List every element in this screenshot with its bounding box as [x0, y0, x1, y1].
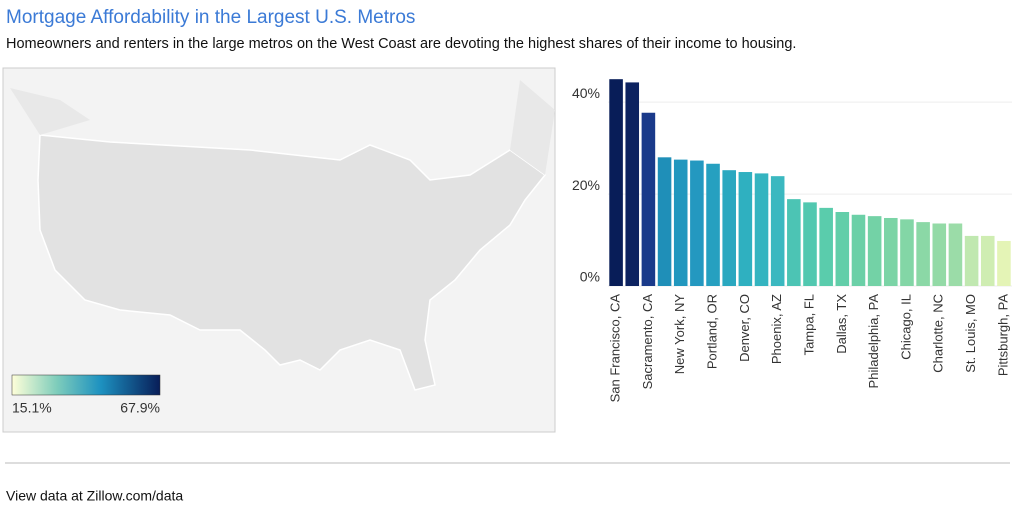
bar [609, 79, 623, 286]
x-tick-label: Dallas, TX [834, 294, 849, 354]
bar [770, 176, 785, 286]
x-tick-label: St. Louis, MO [963, 294, 978, 373]
bar [997, 240, 1011, 286]
x-tick-label: Chicago, IL [898, 294, 913, 360]
bar [964, 235, 979, 286]
bar [835, 212, 850, 286]
bar [884, 217, 898, 286]
bar [673, 159, 688, 286]
colorbar-max: 67.9% [120, 400, 160, 416]
bar [900, 219, 914, 286]
bar [932, 223, 947, 286]
bar [803, 202, 817, 286]
bar [754, 173, 769, 286]
x-tick-label: San Francisco, CA [608, 294, 623, 403]
bar [948, 223, 963, 286]
colorbar-min: 15.1% [12, 400, 52, 416]
bar [625, 82, 640, 286]
y-tick-label: 20% [572, 177, 600, 193]
x-tick-label: Sacramento, CA [640, 294, 655, 390]
subtitle: Homeowners and renters in the large metr… [6, 36, 796, 52]
bar [657, 157, 672, 286]
bar [738, 172, 753, 286]
x-tick-label: Tampa, FL [801, 294, 816, 355]
bar [722, 170, 736, 286]
bar [706, 163, 720, 286]
x-tick-label: Portland, OR [704, 294, 719, 369]
bar [867, 216, 882, 286]
bar [851, 214, 866, 286]
bar [980, 235, 995, 286]
x-tick-label: Denver, CO [737, 294, 752, 362]
map: 15.1% 67.9% [2, 67, 556, 433]
bar [819, 207, 833, 286]
x-tick-label: Philadelphia, PA [866, 294, 881, 389]
bar [641, 112, 656, 287]
title: Mortgage Affordability in the Largest U.… [6, 7, 415, 28]
bar [787, 199, 801, 286]
x-tick-label: New York, NY [672, 294, 687, 375]
footer: View data at Zillow.com/data [6, 488, 183, 504]
y-tick-label: 40% [572, 85, 600, 101]
bar [690, 160, 704, 286]
x-tick-label: Charlotte, NC [931, 294, 946, 373]
x-tick-label: Pittsburgh, PA [995, 294, 1010, 376]
us-landmass [37, 134, 547, 391]
bar [916, 222, 930, 286]
colorbar [11, 374, 161, 396]
y-tick-label: 0% [580, 269, 600, 285]
x-tick-label: Phoenix, AZ [769, 294, 784, 364]
